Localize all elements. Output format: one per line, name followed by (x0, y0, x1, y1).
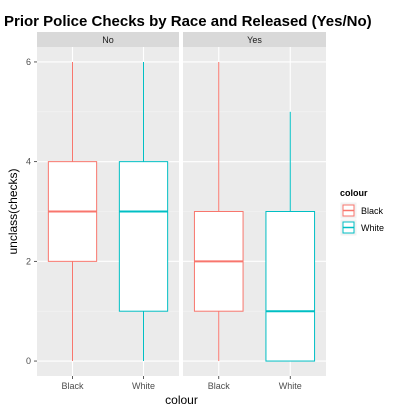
facet-label-yes: Yes (247, 35, 262, 45)
x-axis-title: colour (165, 393, 198, 407)
box-yes-white (265, 211, 316, 362)
y-tick-label: 6 (26, 57, 31, 67)
box-no-white (118, 161, 169, 312)
legend-label-white: White (361, 223, 384, 233)
y-axis-title: unclass(checks) (6, 168, 20, 254)
y-tick-label: 2 (26, 256, 31, 266)
y-tick-label: 0 (26, 356, 31, 366)
x-tick-label: White (279, 381, 302, 391)
chart-title: Prior Police Checks by Race and Released… (4, 13, 372, 30)
x-tick-label: Black (208, 381, 231, 391)
x-tick-label: Black (61, 381, 84, 391)
facet-label-no: No (102, 35, 114, 45)
facet-strip-yes (183, 32, 326, 47)
facet-strip-no (37, 32, 179, 47)
x-tick-label: White (132, 381, 155, 391)
legend-title: colour (340, 188, 368, 198)
legend-label-black: Black (361, 206, 384, 216)
y-tick-label: 4 (26, 157, 31, 167)
